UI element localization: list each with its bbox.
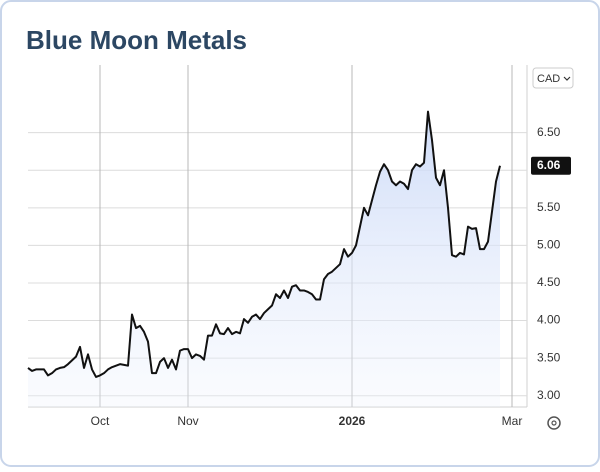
y-tick-label: 5.50 <box>537 200 561 214</box>
y-tick-label: 5.00 <box>537 238 561 252</box>
chevron <box>563 76 571 81</box>
chart-title: Blue Moon Metals <box>26 25 247 55</box>
gear[interactable] <box>547 416 561 430</box>
x-tick-label: Nov <box>177 414 198 428</box>
last-price-box <box>531 156 571 175</box>
y-tick-label: 6.50 <box>537 125 561 139</box>
gear-center <box>551 420 557 426</box>
currency[interactable]: CAD <box>537 73 560 85</box>
last-price-label: 6.06 <box>537 158 561 172</box>
y-tick-label: 3.50 <box>537 350 561 364</box>
line <box>27 110 501 378</box>
area <box>28 111 500 407</box>
currency-button[interactable]: CAD <box>532 67 574 89</box>
x-tick-label: 2026 <box>339 414 366 428</box>
currency-box[interactable] <box>532 67 574 89</box>
x-tick-label: Mar <box>502 414 523 428</box>
x-tick-label: Oct <box>91 414 110 428</box>
y-tick-label: 4.50 <box>537 275 561 289</box>
y-tick-label: 3.00 <box>537 388 561 402</box>
y-tick-label: 4.00 <box>537 313 561 327</box>
settings-icon[interactable] <box>547 416 561 430</box>
